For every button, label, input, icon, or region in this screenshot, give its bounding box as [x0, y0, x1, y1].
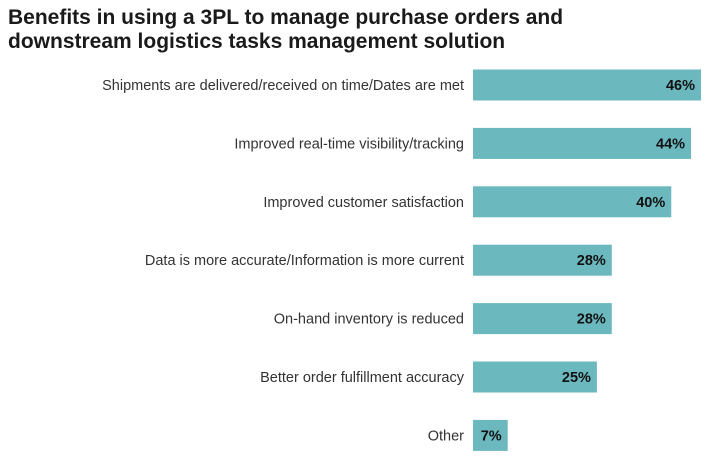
category-label: Shipments are delivered/received on time… [102, 78, 464, 94]
bar [473, 127, 692, 159]
bar-value-label: 40% [636, 195, 665, 211]
category-label: Improved real-time visibility/tracking [234, 136, 464, 152]
bar-value-label: 25% [562, 370, 591, 386]
category-label: Data is more accurate/Information is mor… [145, 253, 464, 269]
bar-value-label: 44% [656, 136, 685, 152]
bar-value-label: 28% [577, 253, 606, 269]
category-label: On-hand inventory is reduced [274, 312, 464, 328]
bar [473, 419, 508, 451]
bar-value-label: 46% [666, 78, 695, 94]
category-label: Better order fulfillment accuracy [260, 370, 465, 386]
bar [473, 361, 597, 393]
bar [473, 69, 701, 101]
bar [473, 244, 612, 276]
category-label: Improved customer satisfaction [263, 195, 464, 211]
bar [473, 303, 612, 335]
bar-value-label: 28% [577, 312, 606, 328]
bar [473, 186, 672, 218]
bar-value-label: 7% [481, 428, 502, 444]
category-label: Other [428, 428, 464, 444]
chart-title: Benefits in using a 3PL to manage purcha… [8, 6, 564, 53]
